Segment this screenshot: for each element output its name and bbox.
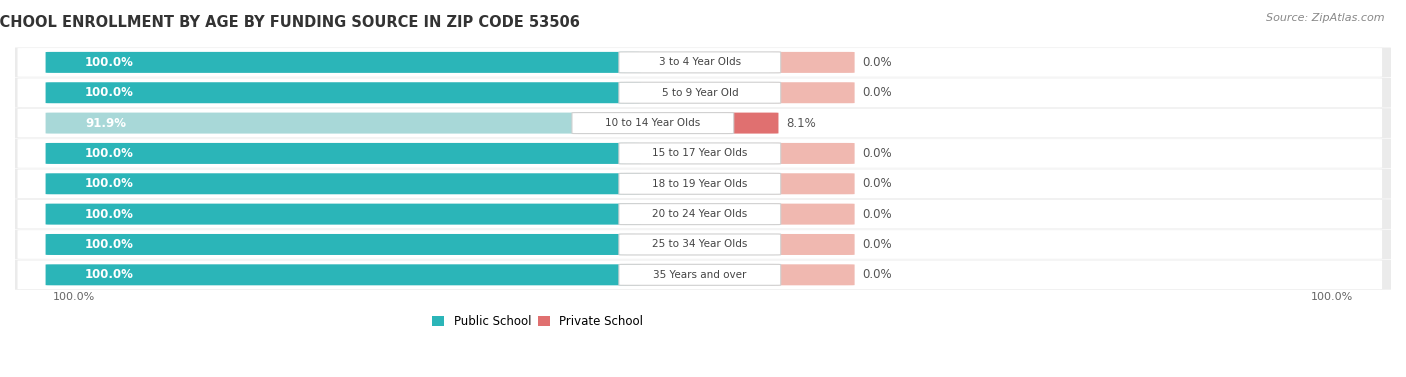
FancyBboxPatch shape (619, 204, 780, 225)
FancyBboxPatch shape (17, 261, 1382, 289)
Text: 0.0%: 0.0% (862, 147, 891, 160)
FancyBboxPatch shape (619, 82, 780, 103)
FancyBboxPatch shape (619, 52, 780, 73)
FancyBboxPatch shape (6, 260, 1393, 290)
FancyBboxPatch shape (45, 143, 641, 164)
FancyBboxPatch shape (17, 139, 1382, 168)
Text: 100.0%: 100.0% (86, 268, 134, 281)
FancyBboxPatch shape (619, 264, 780, 285)
FancyBboxPatch shape (45, 264, 641, 285)
FancyBboxPatch shape (6, 199, 1393, 229)
Text: 8.1%: 8.1% (786, 116, 815, 130)
Text: 20 to 24 Year Olds: 20 to 24 Year Olds (652, 209, 748, 219)
FancyBboxPatch shape (45, 82, 641, 103)
FancyBboxPatch shape (6, 169, 1393, 199)
FancyBboxPatch shape (17, 169, 1382, 198)
Text: SCHOOL ENROLLMENT BY AGE BY FUNDING SOURCE IN ZIP CODE 53506: SCHOOL ENROLLMENT BY AGE BY FUNDING SOUR… (0, 15, 579, 30)
FancyBboxPatch shape (769, 82, 855, 103)
Text: 0.0%: 0.0% (862, 238, 891, 251)
Text: 100.0%: 100.0% (86, 177, 134, 190)
Text: 5 to 9 Year Old: 5 to 9 Year Old (661, 88, 738, 98)
FancyBboxPatch shape (17, 200, 1382, 228)
Text: 91.9%: 91.9% (86, 116, 127, 130)
FancyBboxPatch shape (619, 143, 780, 164)
Legend: Public School, Private School: Public School, Private School (427, 311, 648, 333)
Text: 0.0%: 0.0% (862, 56, 891, 69)
Text: 0.0%: 0.0% (862, 208, 891, 221)
FancyBboxPatch shape (769, 264, 855, 285)
Text: Source: ZipAtlas.com: Source: ZipAtlas.com (1267, 13, 1385, 23)
Text: 35 Years and over: 35 Years and over (654, 270, 747, 280)
Text: 100.0%: 100.0% (53, 293, 96, 302)
FancyBboxPatch shape (723, 113, 779, 133)
FancyBboxPatch shape (45, 52, 641, 73)
Text: 0.0%: 0.0% (862, 177, 891, 190)
FancyBboxPatch shape (6, 78, 1393, 108)
Text: 0.0%: 0.0% (862, 86, 891, 99)
FancyBboxPatch shape (619, 173, 780, 194)
Text: 100.0%: 100.0% (86, 147, 134, 160)
Text: 100.0%: 100.0% (86, 86, 134, 99)
FancyBboxPatch shape (769, 52, 855, 73)
Text: 25 to 34 Year Olds: 25 to 34 Year Olds (652, 239, 748, 250)
Text: 18 to 19 Year Olds: 18 to 19 Year Olds (652, 179, 748, 189)
Text: 10 to 14 Year Olds: 10 to 14 Year Olds (605, 118, 700, 128)
Text: 100.0%: 100.0% (1310, 293, 1353, 302)
Text: 0.0%: 0.0% (862, 268, 891, 281)
FancyBboxPatch shape (45, 173, 641, 194)
FancyBboxPatch shape (45, 113, 593, 133)
FancyBboxPatch shape (6, 48, 1393, 77)
FancyBboxPatch shape (6, 108, 1393, 138)
Text: 100.0%: 100.0% (86, 238, 134, 251)
FancyBboxPatch shape (45, 234, 641, 255)
Text: 100.0%: 100.0% (86, 56, 134, 69)
FancyBboxPatch shape (17, 78, 1382, 107)
FancyBboxPatch shape (769, 204, 855, 225)
FancyBboxPatch shape (769, 234, 855, 255)
FancyBboxPatch shape (6, 138, 1393, 169)
FancyBboxPatch shape (769, 143, 855, 164)
Text: 15 to 17 Year Olds: 15 to 17 Year Olds (652, 149, 748, 158)
FancyBboxPatch shape (572, 113, 734, 133)
FancyBboxPatch shape (45, 204, 641, 225)
FancyBboxPatch shape (17, 109, 1382, 138)
FancyBboxPatch shape (619, 234, 780, 255)
FancyBboxPatch shape (17, 230, 1382, 259)
FancyBboxPatch shape (769, 173, 855, 194)
Text: 100.0%: 100.0% (86, 208, 134, 221)
Text: 3 to 4 Year Olds: 3 to 4 Year Olds (659, 57, 741, 67)
FancyBboxPatch shape (6, 230, 1393, 259)
FancyBboxPatch shape (17, 48, 1382, 77)
